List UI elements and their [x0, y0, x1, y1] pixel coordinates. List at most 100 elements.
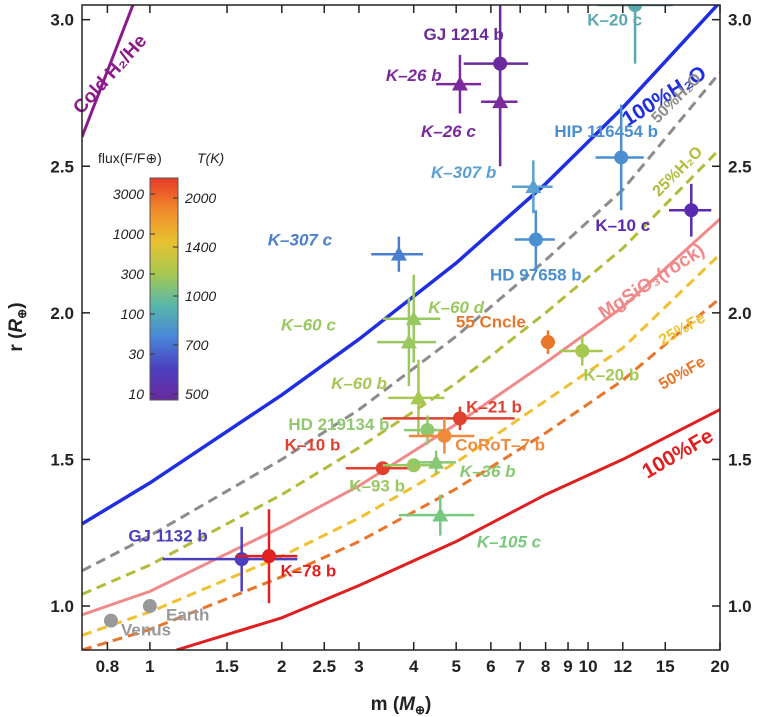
colorbar-flux-label: 300	[121, 266, 145, 282]
colorbar-temp-label: 2000	[184, 190, 216, 206]
curve-cold-h-he	[82, 5, 135, 138]
curve-label-50-fe: 50%Fe	[656, 353, 708, 393]
marker-k-60-c	[400, 334, 417, 349]
marker-earth	[142, 599, 157, 614]
marker-k-21-b	[452, 411, 467, 426]
y-tick-label-right: 2.5	[728, 157, 752, 176]
label-k-78-b: K–78 b	[281, 562, 337, 581]
label-k-26-c: K–26 c	[421, 122, 476, 141]
y-tick-label-right: 2.0	[728, 304, 752, 323]
x-tick-label: 9	[563, 657, 572, 676]
colorbar-temp-title: T(K)	[197, 150, 224, 166]
colorbar-flux-label: 100	[121, 306, 145, 322]
colorbar-temp-label: 1000	[185, 288, 216, 304]
colorbar-flux-label: 1000	[113, 226, 144, 242]
label-k-20-b: K–20 b	[583, 365, 639, 384]
label-k-20-c: K–20 c	[587, 11, 642, 30]
marker-k-78-b	[262, 549, 277, 564]
x-tick-label: 2.5	[312, 657, 336, 676]
label-k-105-c: K–105 c	[477, 532, 542, 551]
y-tick-label-left: 1.5	[50, 450, 74, 469]
label-k-307-c: K–307 c	[268, 230, 333, 249]
planet-points	[103, 5, 712, 628]
marker-gj-1214-b	[493, 56, 508, 71]
marker-venus	[103, 613, 118, 628]
marker-gj-1132-b	[234, 552, 249, 567]
x-tick-label: 2	[277, 657, 286, 676]
plot-border	[81, 4, 721, 651]
label-k-10-c: K–10 c	[595, 216, 650, 235]
marker-k-10-b	[375, 461, 390, 476]
label-corot-7-b: CoRoT–7 b	[455, 436, 545, 455]
marker-k-36-b	[428, 454, 445, 469]
y-tick-label-left: 2.5	[50, 157, 74, 176]
label-55-cnc-e: 55 Cncle	[456, 313, 526, 332]
x-tick-label: 1.5	[215, 657, 239, 676]
colorbar-flux-title: flux(F/F⊕)	[98, 150, 162, 166]
marker-55-cnc-e	[540, 335, 555, 350]
marker-k-10-c	[684, 203, 699, 218]
label-k-26-b: K–26 b	[386, 66, 442, 85]
curve-label-100-fe: 100%Fe	[638, 424, 717, 483]
y-tick-label-left: 1.0	[50, 597, 74, 616]
label-k-36-b: K–36 b	[460, 462, 516, 481]
y-tick-label-right: 1.5	[728, 450, 752, 469]
y-axis-label: r (R⊕)	[6, 302, 29, 351]
label-k-93-b: K–93 b	[349, 477, 405, 496]
y-tick-label-left: 3.0	[50, 11, 74, 30]
curve-label-25-fe: 25%Fe	[656, 309, 708, 349]
curve-mgsio-rock	[82, 217, 720, 617]
x-tick-label: 3	[354, 657, 363, 676]
x-tick-label: 1	[145, 657, 154, 676]
marker-hd-219134-b	[420, 423, 435, 438]
marker-k-20-c	[628, 5, 643, 12]
x-axis-label: m (M⊕)	[371, 694, 432, 717]
colorbar-flux-label: 30	[128, 346, 144, 362]
x-tick-label: 20	[711, 657, 730, 676]
label-k-60-b: K–60 b	[331, 374, 387, 393]
colorbar-flux-label: 3000	[113, 186, 144, 202]
x-tick-label: 7	[515, 657, 524, 676]
colorbar-flux-label: 10	[128, 386, 144, 402]
label-k-307-b: K–307 b	[431, 163, 496, 182]
flux-temperature-colorbar: flux(F/F⊕) T(K) 3000 1000 300 100 30 10 2000 1400…	[98, 150, 224, 402]
marker-corot-7-b	[437, 428, 452, 443]
x-tick-label: 0.8	[96, 657, 120, 676]
marker-k-60-b	[410, 389, 427, 405]
marker-k-26-c	[492, 93, 509, 109]
marker-k-307-b	[525, 178, 542, 194]
label-venus: Venus	[121, 620, 171, 639]
x-tick-label: 5	[451, 657, 460, 676]
marker-k-105-c	[432, 507, 449, 522]
curve-100-h-o	[82, 5, 720, 526]
label-gj-1214-b: GJ 1214 b	[423, 25, 503, 44]
y-tick-label-left: 2.0	[50, 304, 74, 323]
curve-25-fe	[82, 253, 720, 637]
y-tick-label-right: 1.0	[728, 597, 752, 616]
label-k-21-b: K–21 b	[466, 398, 522, 417]
marker-k-93-b	[406, 458, 421, 473]
colorbar-temp-label: 700	[185, 337, 209, 353]
marker-hd-97658-b	[528, 232, 543, 247]
x-tick-label: 8	[541, 657, 550, 676]
axis-ticks: 0.8 1 1.5 2 2.5 3 4 5 6 7 8 9 10 12 15 20 1.0 1.0 1.5 1.5 2.…	[50, 5, 752, 676]
plot-frame	[81, 4, 721, 651]
marker-k-26-b	[451, 76, 468, 91]
label-k-10-b: K–10 b	[285, 436, 341, 455]
label-earth: Earth	[166, 606, 209, 625]
marker-k-307-c	[390, 246, 407, 261]
colorbar-gradient	[149, 177, 179, 401]
curve-25-h-o	[82, 147, 720, 596]
x-tick-label: 12	[613, 657, 632, 676]
y-tick-label-right: 3.0	[728, 11, 752, 30]
label-hd-97658-b: HD 97658 b	[490, 266, 582, 285]
x-tick-label: 6	[486, 657, 495, 676]
x-tick-label: 10	[579, 657, 598, 676]
colorbar-temp-label: 1400	[185, 239, 216, 255]
label-k-60-c: K–60 c	[281, 315, 336, 334]
label-hd-219134-b: HD 219134 b	[288, 415, 389, 434]
x-tick-label: 4	[409, 657, 419, 676]
marker-hip-116454-b	[614, 150, 629, 165]
label-hip-116454-b: HIP 116454 b	[554, 122, 658, 141]
